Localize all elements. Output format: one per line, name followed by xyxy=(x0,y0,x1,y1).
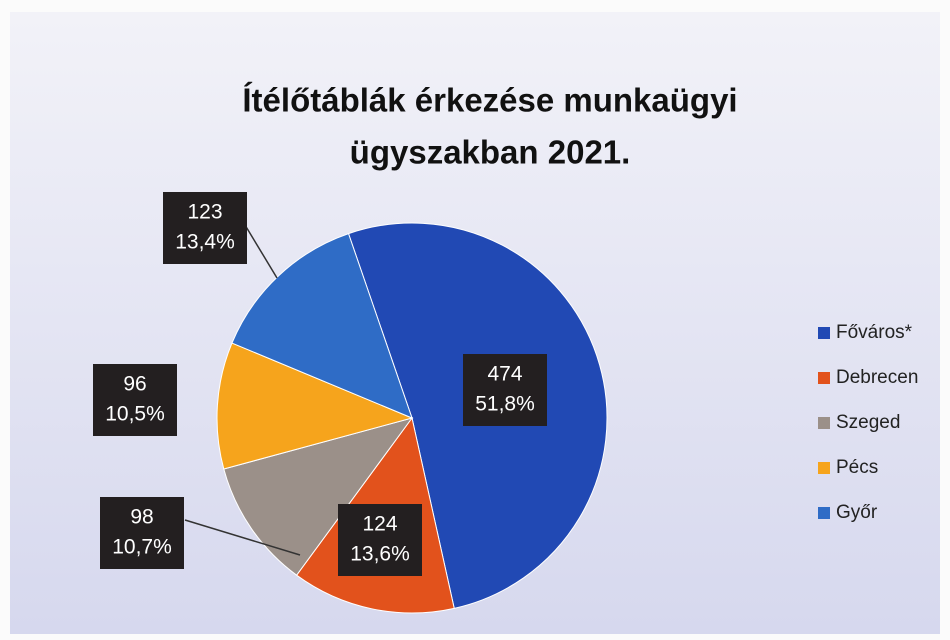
data-label: 474 xyxy=(487,363,522,386)
data-label: 124 xyxy=(362,513,397,536)
chart-title: Ítélőtáblák érkezése munkaügyi xyxy=(242,82,737,119)
data-label-box xyxy=(163,192,247,264)
pie-slice xyxy=(223,417,414,576)
leader-line xyxy=(184,519,301,556)
data-label: 96 xyxy=(123,373,146,396)
legend-swatch xyxy=(818,372,830,384)
legend-label: Főváros* xyxy=(836,322,913,343)
data-label-box xyxy=(93,364,177,436)
legend-label: Debrecen xyxy=(836,367,918,388)
data-label: 51,8% xyxy=(475,393,535,416)
data-label: 10,5% xyxy=(105,403,165,426)
data-label: 13,4% xyxy=(175,231,235,254)
legend-swatch xyxy=(818,417,830,429)
legend-label: Szeged xyxy=(836,412,900,433)
legend-label: Pécs xyxy=(836,457,878,478)
leader-line xyxy=(244,224,278,279)
data-label: 123 xyxy=(187,201,222,224)
chart-title: ügyszakban 2021. xyxy=(350,134,631,171)
data-label-box xyxy=(463,354,547,426)
legend-label: Győr xyxy=(836,502,878,523)
data-label: 13,6% xyxy=(350,543,410,566)
legend-swatch xyxy=(818,462,830,474)
data-label-box xyxy=(100,497,184,569)
data-label: 10,7% xyxy=(112,536,172,559)
data-label: 98 xyxy=(130,506,153,529)
pie-slice xyxy=(231,232,413,419)
data-label-box xyxy=(338,504,422,576)
legend-swatch xyxy=(818,327,830,339)
legend-swatch xyxy=(818,507,830,519)
pie-slice xyxy=(216,342,414,470)
